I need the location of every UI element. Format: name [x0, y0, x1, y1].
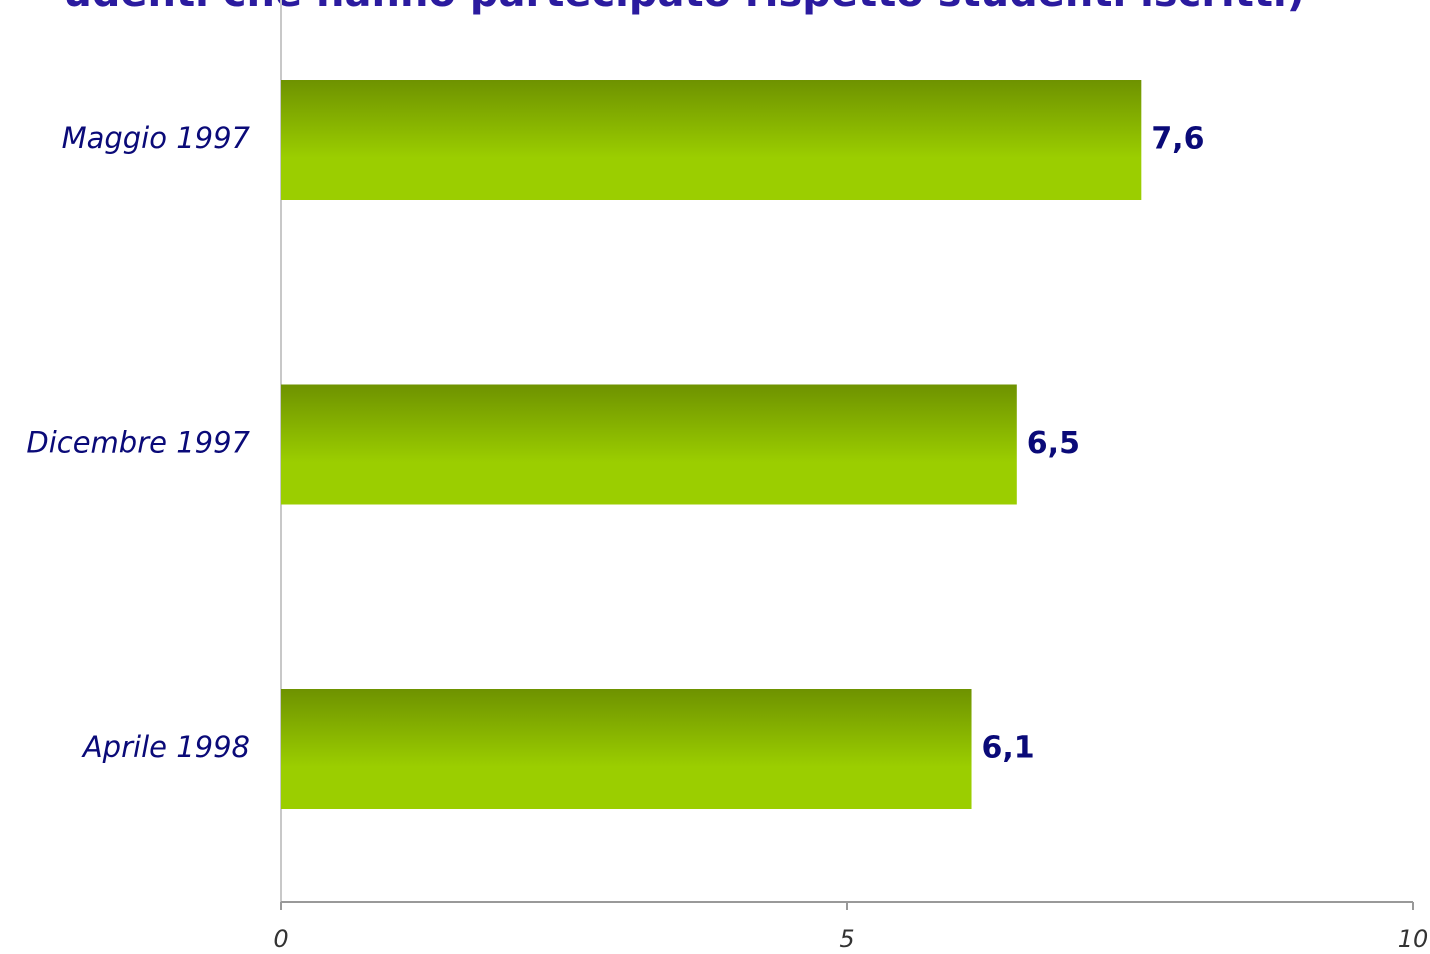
- x-tick-label: 0: [273, 925, 288, 953]
- x-tick-label: 10: [1398, 925, 1429, 953]
- y-tick-label: Maggio 1997: [62, 121, 251, 155]
- value-label: 6,5: [1027, 426, 1080, 461]
- y-tick-label: Aprile 1998: [81, 730, 250, 764]
- value-label: 7,6: [1151, 122, 1204, 157]
- chart-title: udenti che hanno partecipato rispetto st…: [63, 0, 1305, 16]
- value-label: 6,1: [982, 731, 1035, 766]
- y-tick-label: Dicembre 1997: [26, 426, 250, 460]
- bar: [281, 689, 972, 809]
- x-tick-label: 5: [839, 925, 854, 953]
- bar: [281, 80, 1142, 200]
- bar: [281, 384, 1017, 505]
